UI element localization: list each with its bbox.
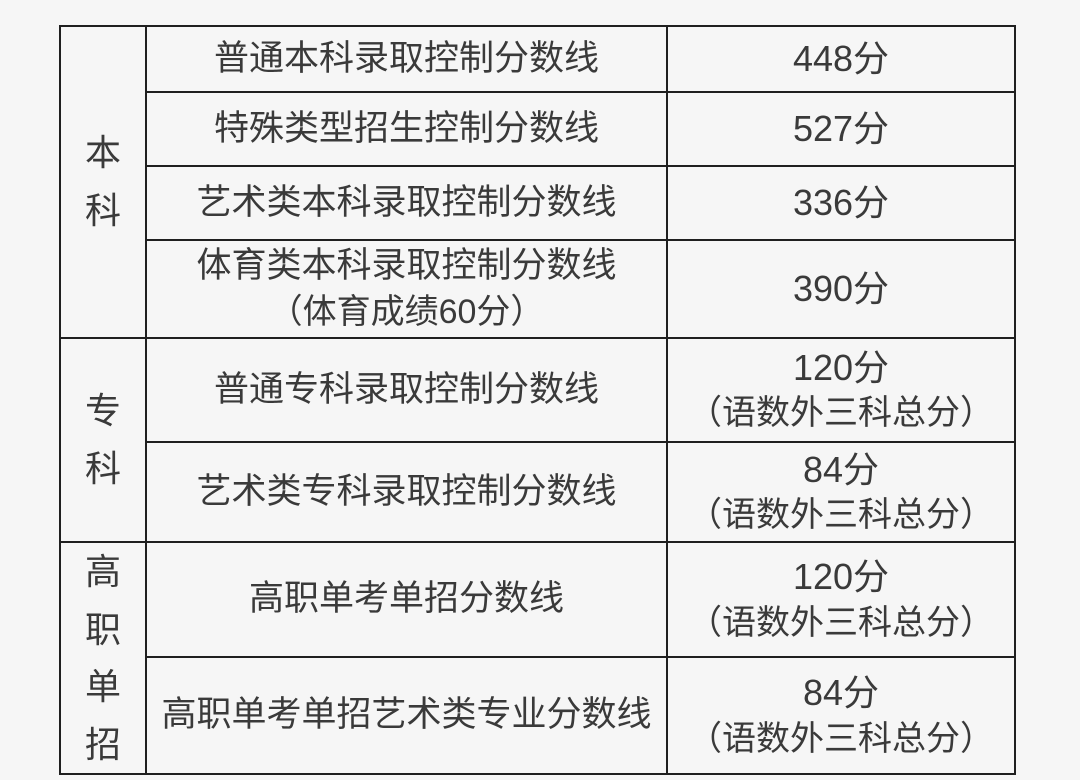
score-line-label: 艺术类专科录取控制分数线 <box>145 441 668 543</box>
table-row: 高职单招 高职单考单招分数线 120分 （语数外三科总分） <box>59 540 1016 776</box>
score-line-label: 高职单考单招艺术类专业分数线 <box>145 655 668 776</box>
category-label: 专科 <box>84 390 121 489</box>
score-line-label: 普通专科录取控制分数线 <box>145 337 668 443</box>
score-line-label-text: 高职单考单招分数线 <box>248 579 564 619</box>
table-row: 艺术类专科录取控制分数线 84分 （语数外三科总分） <box>60 441 1016 543</box>
score-value: 527分 <box>792 108 890 150</box>
score-value-note: （语数外三科总分） <box>688 394 994 433</box>
category-label: 本科 <box>84 132 121 231</box>
score-line-label: 体育类本科录取控制分数线 （体育成绩60分） <box>145 239 668 339</box>
score-line-label-text: 艺术类专科录取控制分数线 <box>196 471 617 511</box>
score-value: 84分 <box>802 448 880 490</box>
score-value-cell: 120分 （语数外三科总分） <box>666 541 1016 658</box>
score-value-cell: 336分 <box>666 165 1016 241</box>
category-cell-zhuanke: 专科 <box>59 337 147 543</box>
score-line-label-text: 特殊类型招生控制分数线 <box>213 108 599 148</box>
score-line-label: 艺术类本科录取控制分数线 <box>145 165 668 241</box>
score-value-note: （语数外三科总分） <box>688 603 994 642</box>
score-value-note: （语数外三科总分） <box>688 496 994 535</box>
score-value-note: （语数外三科总分） <box>688 719 994 758</box>
table-row: 专科 普通专科录取控制分数线 120分 （语数外三科总分） <box>59 337 1016 543</box>
score-value-cell: 84分 （语数外三科总分） <box>666 441 1016 543</box>
score-line-label-note: （体育成绩60分） <box>268 292 545 331</box>
score-value-cell: 390分 <box>666 239 1016 339</box>
category-cell-benke: 本科 <box>59 25 147 339</box>
score-line-label-text: 普通专科录取控制分数线 <box>213 369 599 409</box>
score-line-label: 普通本科录取控制分数线 <box>145 25 668 93</box>
score-value: 120分 <box>792 346 890 388</box>
score-value: 390分 <box>792 268 890 310</box>
admission-score-table: 本科 普通本科录取控制分数线 448分 特殊类型招生控制分数线 527分 <box>59 25 1016 776</box>
score-line-label-text: 普通本科录取控制分数线 <box>213 38 599 78</box>
table-row: 高职单考单招艺术类专业分数线 84分 （语数外三科总分） <box>60 655 1016 776</box>
table-row: 体育类本科录取控制分数线 （体育成绩60分） 390分 <box>60 239 1016 339</box>
score-line-label: 高职单考单招分数线 <box>145 541 668 658</box>
score-line-label-text: 体育类本科录取控制分数线 <box>196 246 617 286</box>
score-value: 336分 <box>792 182 890 224</box>
table-row: 本科 普通本科录取控制分数线 448分 <box>59 25 1016 339</box>
score-line-label-text: 艺术类本科录取控制分数线 <box>196 182 617 222</box>
score-line-label: 特殊类型招生控制分数线 <box>145 91 668 167</box>
category-cell-gaozhidanzhao: 高职单招 <box>59 540 147 776</box>
score-line-label-text: 高职单考单招艺术类专业分数线 <box>161 695 652 735</box>
score-value-cell: 120分 （语数外三科总分） <box>666 337 1016 443</box>
table-row: 特殊类型招生控制分数线 527分 <box>60 91 1016 167</box>
score-value: 120分 <box>792 556 890 598</box>
score-value: 448分 <box>792 38 890 80</box>
score-value-cell: 84分 （语数外三科总分） <box>666 655 1016 776</box>
table-row: 艺术类本科录取控制分数线 336分 <box>60 165 1016 241</box>
score-value-cell: 448分 <box>666 25 1016 93</box>
category-label: 高职单招 <box>84 551 121 765</box>
score-value-cell: 527分 <box>666 91 1016 167</box>
score-value: 84分 <box>802 672 880 714</box>
